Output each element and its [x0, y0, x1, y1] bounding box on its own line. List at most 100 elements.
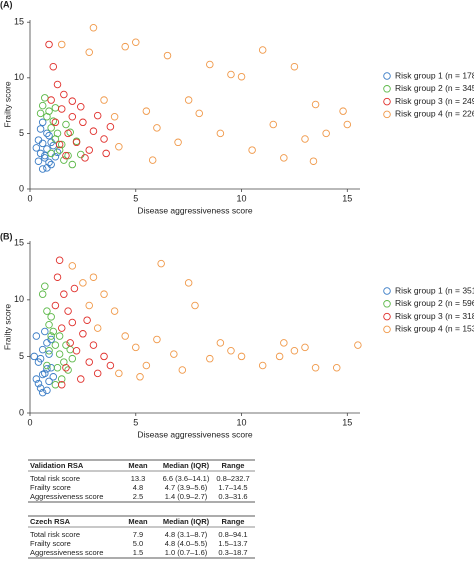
- data-point: [290, 347, 299, 355]
- data-point: [38, 165, 47, 173]
- table-header: Range: [222, 461, 245, 470]
- data-point: [68, 97, 77, 105]
- y-tick-label: 15: [14, 17, 24, 27]
- legend-marker: [383, 325, 391, 334]
- data-point: [89, 273, 98, 281]
- data-point: [93, 324, 102, 332]
- data-point: [55, 140, 64, 149]
- data-point: [354, 341, 362, 349]
- data-point: [195, 109, 203, 118]
- data-point: [68, 354, 77, 363]
- data-point: [53, 129, 62, 138]
- data-point: [32, 144, 41, 152]
- x-tick-label: 15: [342, 193, 352, 203]
- data-point: [77, 150, 85, 159]
- data-point: [77, 102, 85, 111]
- data-point: [45, 131, 53, 140]
- data-point: [72, 138, 81, 147]
- table-cell: 4.8: [133, 483, 143, 492]
- data-point: [309, 157, 318, 165]
- table-cell: 7.9: [133, 530, 143, 539]
- data-point: [216, 129, 225, 138]
- data-point: [142, 107, 151, 115]
- x-tick-label: 15: [342, 417, 352, 427]
- data-point: [47, 149, 55, 158]
- data-point: [45, 40, 53, 49]
- data-point: [89, 127, 98, 135]
- table-cell: 1.4 (0.9–2.7): [165, 492, 208, 501]
- data-point: [85, 48, 93, 56]
- data-point: [93, 111, 102, 120]
- y-axis-label: Frailty score: [2, 304, 12, 351]
- data-point: [53, 80, 62, 89]
- data-point: [68, 318, 77, 327]
- legend-marker: [383, 97, 391, 106]
- table-cell: Total risk score: [30, 530, 80, 539]
- table-header: Range: [222, 517, 245, 526]
- data-point: [38, 101, 47, 110]
- data-point: [237, 352, 246, 361]
- panel-label: (A): [0, 0, 13, 9]
- data-point: [64, 129, 72, 138]
- data-point: [45, 107, 53, 115]
- legend-label: Risk group 2 (n = 596): [395, 298, 474, 308]
- data-point: [51, 380, 60, 389]
- data-point: [60, 156, 68, 164]
- data-point: [248, 146, 256, 154]
- data-point: [41, 282, 49, 291]
- data-point: [100, 352, 108, 361]
- data-point: [43, 361, 51, 370]
- data-point: [68, 262, 77, 270]
- data-point: [275, 352, 284, 361]
- x-tick-label: 0: [27, 193, 32, 203]
- data-point: [206, 354, 214, 363]
- data-point: [57, 375, 66, 383]
- legend-marker: [383, 300, 391, 308]
- data-point: [258, 46, 267, 54]
- data-point: [301, 343, 309, 352]
- data-point: [70, 284, 79, 293]
- data-point: [36, 109, 45, 118]
- data-point: [191, 301, 199, 310]
- data-point: [47, 124, 55, 132]
- data-point: [184, 96, 193, 104]
- table-header: Mean: [128, 517, 148, 526]
- table-cell: 0.3–31.6: [218, 492, 247, 501]
- data-point: [72, 347, 81, 355]
- x-tick-label: 5: [133, 193, 138, 203]
- data-point: [178, 366, 187, 374]
- panel-label: (B): [0, 231, 13, 241]
- data-point: [206, 60, 214, 69]
- x-axis-label: Disease aggressiveness score: [137, 205, 253, 215]
- data-point: [148, 156, 157, 164]
- data-point: [43, 129, 51, 138]
- data-point: [43, 145, 51, 153]
- legend-label: Risk group 1 (n = 178): [395, 70, 474, 80]
- data-point: [85, 146, 93, 154]
- data-point: [258, 361, 267, 370]
- data-point: [339, 107, 347, 115]
- x-tick-label: 5: [133, 417, 138, 427]
- table-header: Median (IQR): [163, 517, 210, 526]
- data-point: [83, 316, 91, 324]
- data-point: [30, 352, 38, 361]
- data-point: [89, 24, 98, 32]
- data-point: [237, 72, 246, 81]
- table-cell: Frailty score: [30, 483, 71, 492]
- table-cell: 0.8–94.1: [218, 530, 247, 539]
- data-point: [51, 104, 60, 112]
- data-point: [43, 339, 51, 347]
- data-point: [79, 330, 87, 338]
- data-point: [62, 120, 70, 129]
- data-point: [49, 327, 58, 336]
- data-point: [132, 343, 140, 352]
- table-cell: Aggressiveness score: [30, 548, 103, 557]
- table-cell: 1.7–14.5: [218, 483, 247, 492]
- data-point: [64, 366, 72, 374]
- data-point: [47, 96, 55, 104]
- data-point: [55, 332, 64, 340]
- y-tick-label: 10: [14, 294, 24, 304]
- legend-marker: [383, 312, 391, 321]
- data-point: [51, 341, 60, 349]
- legend-marker: [383, 287, 391, 295]
